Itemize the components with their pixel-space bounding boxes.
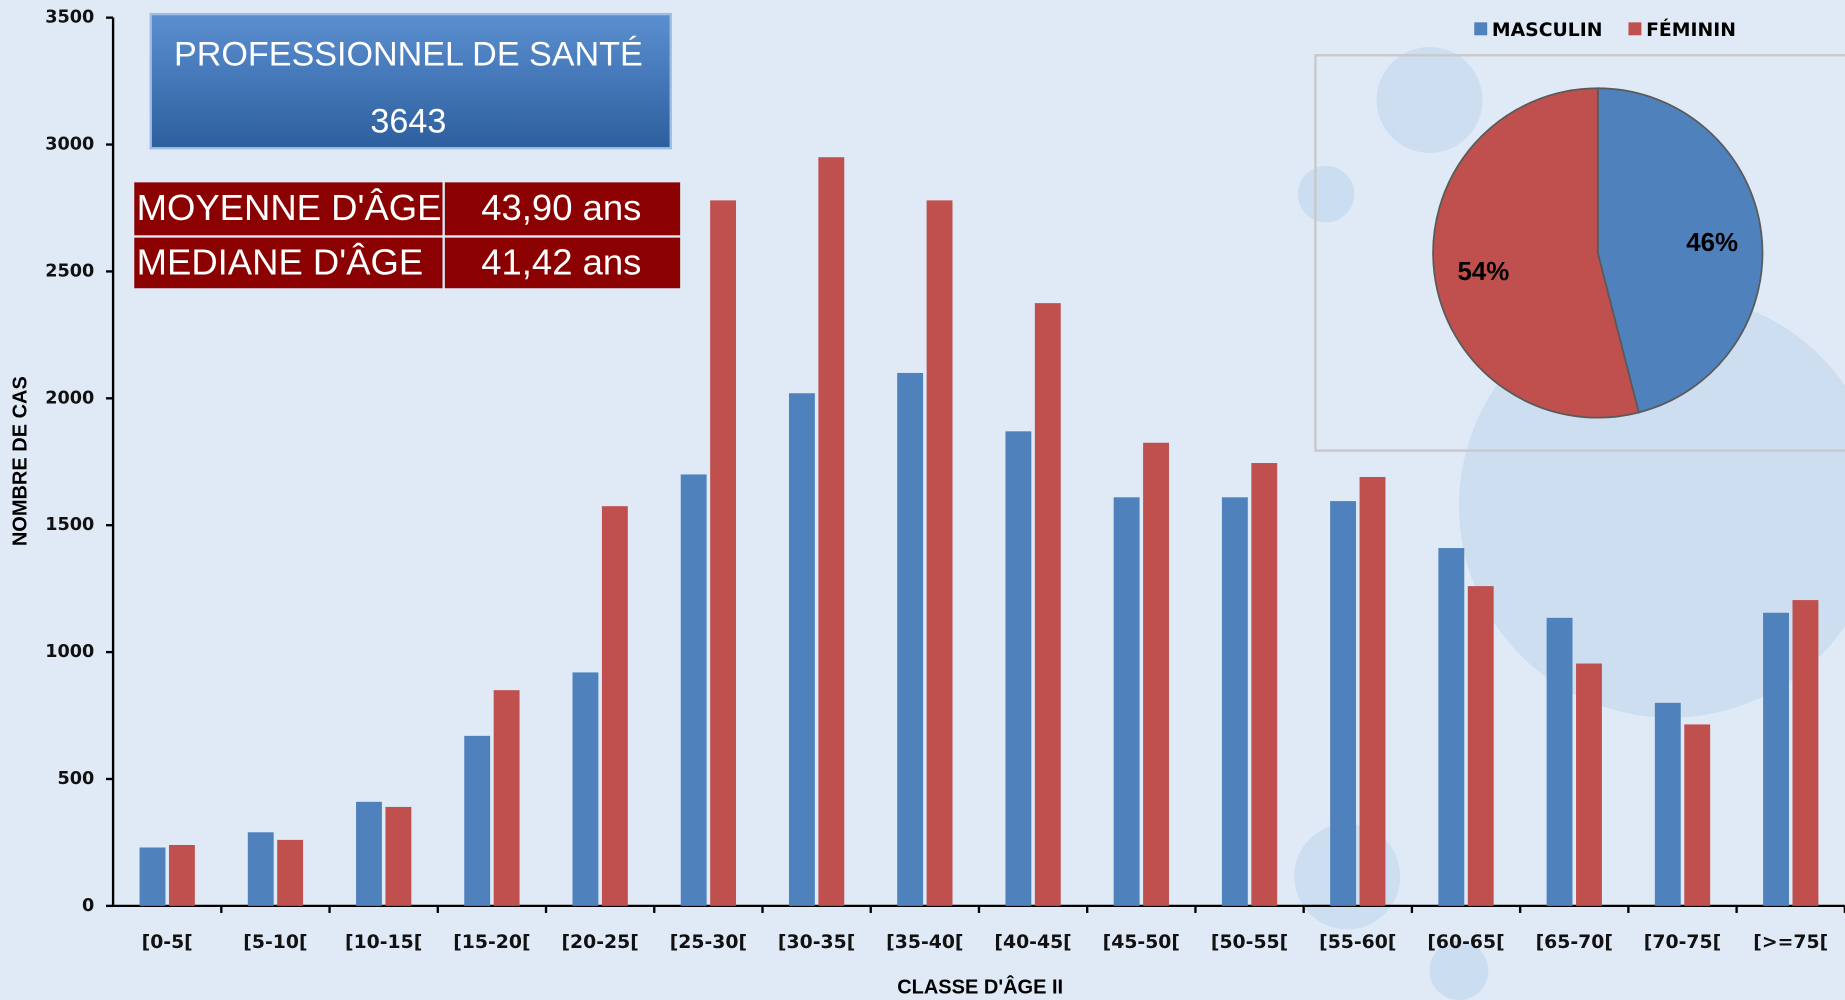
x-tick-label: [55-60[: [1319, 932, 1396, 953]
pie-label: 46%: [1686, 229, 1738, 257]
y-tick-label: 3000: [45, 135, 94, 155]
bar: [1114, 497, 1140, 906]
bar: [494, 690, 520, 906]
y-tick-label: 0: [82, 896, 94, 916]
bar: [1330, 501, 1356, 906]
x-tick-label: [>=75[: [1753, 932, 1828, 953]
x-tick-label: [40-45[: [994, 932, 1071, 953]
x-tick-label: [45-50[: [1103, 932, 1180, 953]
x-tick-label: [15-20[: [453, 932, 530, 953]
header-total: 3643: [370, 103, 446, 141]
legend-swatch: [1474, 22, 1487, 35]
bar: [602, 506, 628, 906]
bar: [1005, 431, 1031, 906]
stats-table: MOYENNE D'ÂGE 43,90 ans MEDIANE D'ÂGE 41…: [134, 182, 680, 288]
bar: [789, 393, 815, 906]
x-tick-label: [5-10[: [243, 932, 307, 953]
bar: [1438, 548, 1464, 906]
bar: [681, 474, 707, 905]
bar: [710, 200, 736, 906]
bar: [248, 832, 274, 906]
bar: [356, 802, 382, 906]
y-tick-label: 2500: [45, 261, 94, 281]
bar: [1468, 586, 1494, 906]
bar: [1684, 724, 1710, 905]
bar: [1360, 477, 1386, 906]
x-tick-label: [30-35[: [778, 932, 855, 953]
bar: [1547, 618, 1573, 906]
legend-label: MASCULIN: [1492, 20, 1603, 41]
header-title: PROFESSIONNEL DE SANTÉ: [174, 35, 643, 73]
bar: [818, 157, 844, 906]
legend-swatch: [1628, 22, 1641, 35]
stats-value: 41,42 ans: [481, 241, 641, 282]
x-tick-label: [25-30[: [670, 932, 747, 953]
stats-label: MOYENNE D'ÂGE: [137, 187, 442, 228]
y-axis-label: NOMBRE DE CAS: [10, 376, 32, 546]
x-tick-label: [50-55[: [1211, 932, 1288, 953]
y-tick-label: 500: [57, 769, 94, 789]
bar: [1655, 703, 1681, 906]
stats-value: 43,90 ans: [481, 187, 641, 228]
x-tick-label: [70-75[: [1644, 932, 1721, 953]
pie-label: 54%: [1458, 258, 1510, 286]
bar: [464, 736, 490, 906]
x-tick-label: [20-25[: [561, 932, 638, 953]
x-axis-label: CLASSE D'ÂGE II: [897, 975, 1063, 999]
bar: [1576, 664, 1602, 906]
y-tick-label: 1000: [45, 642, 94, 662]
bar: [1763, 613, 1789, 906]
x-tick-label: [0-5[: [142, 932, 193, 953]
bar: [1143, 443, 1169, 906]
x-tick-label: [60-65[: [1427, 932, 1504, 953]
legend-label: FÉMININ: [1646, 18, 1736, 41]
bar: [140, 848, 166, 906]
y-tick-label: 3500: [45, 8, 94, 28]
bar: [573, 672, 599, 905]
x-tick-label: [10-15[: [345, 932, 422, 953]
y-tick-label: 1500: [45, 515, 94, 535]
bar: [927, 200, 953, 906]
bar: [1222, 497, 1248, 906]
bar: [1035, 303, 1061, 906]
bar: [897, 373, 923, 906]
x-tick-label: [65-70[: [1536, 932, 1613, 953]
chart: PROFESSIONNEL DE SANTÉ 3643 MOYENNE D'ÂG…: [0, 0, 1845, 1000]
bar: [1793, 600, 1819, 906]
bar: [277, 840, 303, 906]
y-tick-label: 2000: [45, 388, 94, 408]
bar: [1251, 463, 1277, 906]
bar: [169, 845, 195, 906]
bar: [385, 807, 411, 906]
x-tick-label: [35-40[: [886, 932, 963, 953]
stats-label: MEDIANE D'ÂGE: [137, 241, 424, 282]
